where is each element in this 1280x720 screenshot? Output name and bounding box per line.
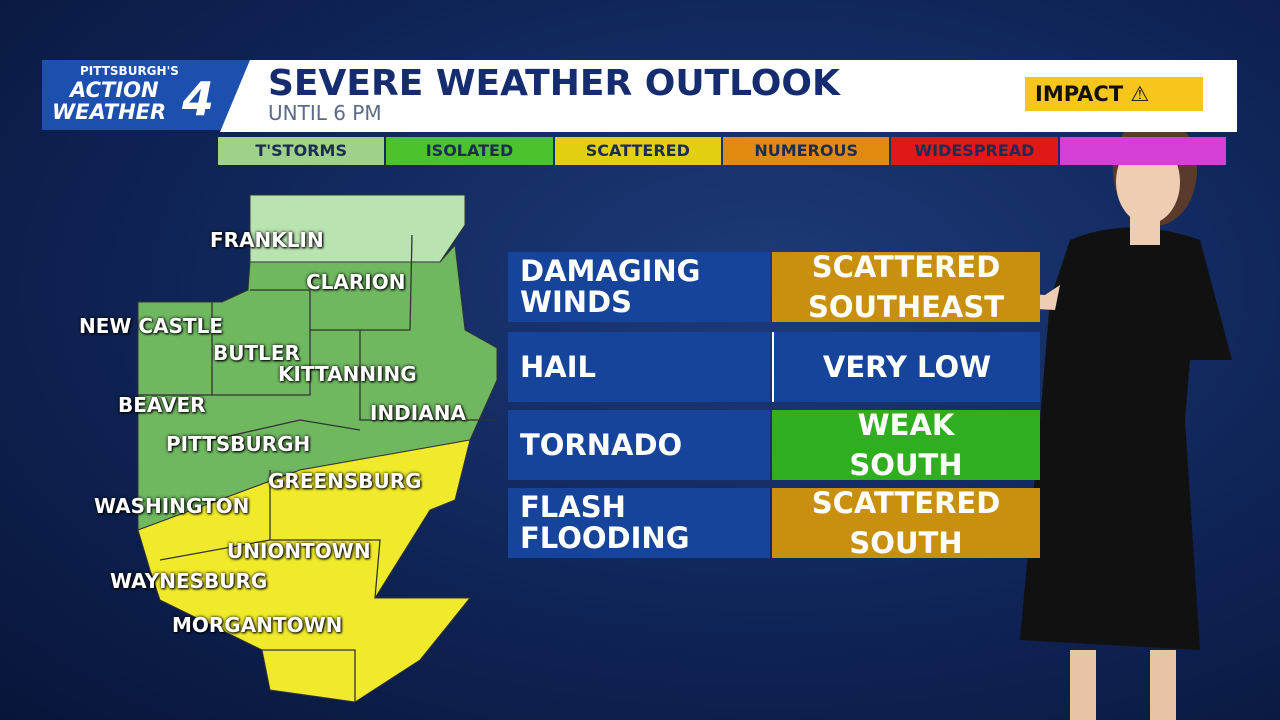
map-label: GREENSBURG — [268, 469, 422, 493]
threat-label: TORNADO — [508, 410, 770, 480]
threat-area: SOUTHEAST — [807, 290, 1005, 324]
threat-label: DAMAGING WINDS — [508, 252, 770, 322]
threat-level-box: SCATTERED SOUTH — [772, 486, 1040, 560]
legend-item: T'STORMS — [218, 137, 385, 165]
legend-item: NUMEROUS — [722, 137, 890, 165]
threat-label: HAIL — [508, 332, 770, 402]
threat-label: FLASH FLOODING — [508, 488, 770, 558]
map-label: PITTSBURGH — [166, 432, 311, 456]
map-label: WAYNESBURG — [110, 569, 268, 593]
map-label: WASHINGTON — [94, 494, 250, 518]
threat-row: DAMAGING WINDS SCATTERED SOUTHEAST — [508, 250, 1040, 324]
threat-area: SOUTH — [849, 448, 963, 482]
map-label: KITTANNING — [278, 362, 417, 386]
map-label: MORGANTOWN — [172, 613, 343, 637]
threat-level: SCATTERED — [811, 486, 1001, 520]
brand-number: 4 — [182, 72, 215, 126]
threat-level-box: VERY LOW — [772, 332, 1040, 402]
county-lines — [138, 234, 497, 702]
threat-level: VERY LOW — [822, 350, 992, 384]
threat-row: FLASH FLOODING SCATTERED SOUTH — [508, 486, 1040, 560]
threat-level: WEAK — [857, 408, 955, 442]
map-label: BUTLER — [213, 341, 300, 365]
threat-level-box: WEAK SOUTH — [772, 408, 1040, 482]
impact-legend: T'STORMS ISOLATED SCATTERED NUMEROUS WIDESPR… — [218, 137, 1228, 165]
title: SEVERE WEATHER OUTLOOK — [268, 63, 840, 104]
map-label: FRANKLIN — [210, 228, 324, 252]
map-label: NEW CASTLE — [79, 314, 224, 338]
threat-level: SCATTERED — [811, 250, 1001, 284]
map-label: INDIANA — [370, 401, 466, 425]
subtitle: UNTIL 6 PM — [268, 101, 382, 125]
brand-line2: WEATHER — [52, 100, 167, 124]
threat-area: SOUTH — [849, 526, 963, 560]
impact-badge: IMPACT ⚠ — [1025, 77, 1203, 111]
map-label: CLARION — [306, 270, 406, 294]
presenter — [905, 114, 1232, 720]
region-scattered — [137, 439, 472, 703]
legend-item: WIDESPREAD — [891, 137, 1058, 165]
map-label: BEAVER — [118, 393, 206, 417]
threat-level-box: SCATTERED SOUTHEAST — [772, 250, 1040, 324]
brand-top: PITTSBURGH'S — [80, 64, 179, 78]
impact-label: IMPACT — [1035, 82, 1124, 106]
brand-line1: ACTION — [70, 78, 159, 102]
station-logo: PITTSBURGH'S ACTION WEATHER 4 — [42, 60, 252, 130]
threat-row: TORNADO WEAK SOUTH — [508, 408, 1040, 482]
threat-row: HAIL VERY LOW — [508, 332, 1040, 402]
legend-item — [1059, 137, 1226, 165]
map-label: UNIONTOWN — [227, 539, 371, 563]
legend-item: SCATTERED — [554, 137, 721, 165]
legend-item: ISOLATED — [386, 137, 553, 165]
